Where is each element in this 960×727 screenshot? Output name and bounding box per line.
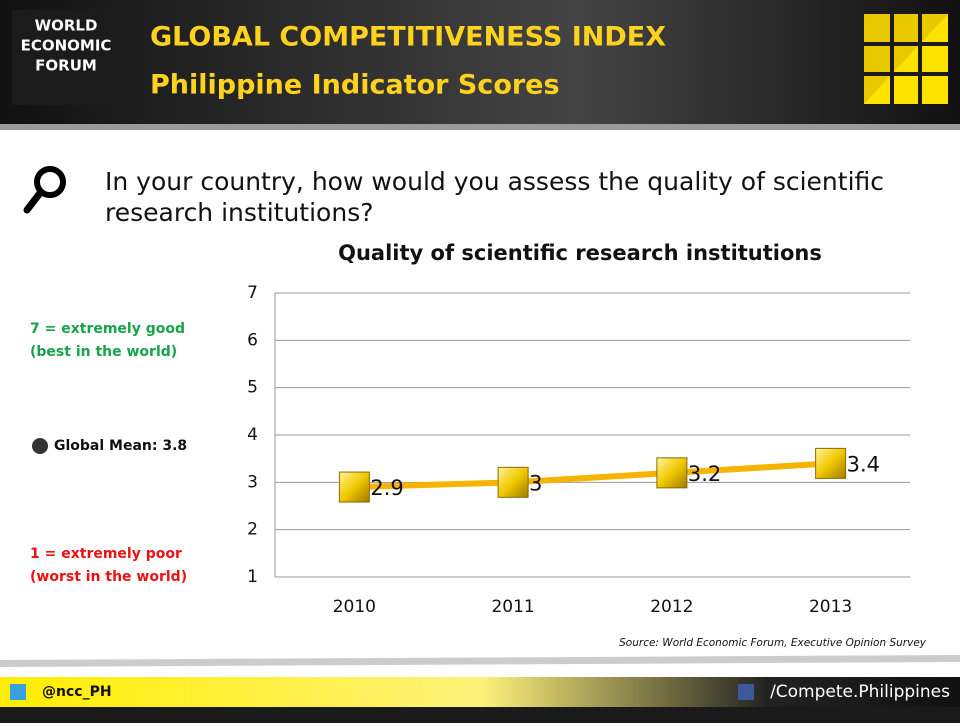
data-label: 3 xyxy=(529,471,542,495)
x-tick-label: 2012 xyxy=(650,597,693,617)
y-tick-label: 3 xyxy=(247,472,258,492)
logo-text: ECONOMIC xyxy=(21,37,112,55)
x-tick-label: 2010 xyxy=(333,597,376,617)
side-label: (worst in the world) xyxy=(30,569,187,585)
logo-grid xyxy=(864,14,948,104)
y-tick-label: 2 xyxy=(247,520,258,540)
source: Source: World Economic Forum, Executive … xyxy=(619,637,927,649)
logo-box xyxy=(12,10,122,105)
footer-rule xyxy=(0,655,960,667)
x-tick-label: 2011 xyxy=(491,597,534,617)
y-tick-label: 6 xyxy=(247,330,258,350)
footer-bar xyxy=(0,677,960,707)
marker xyxy=(338,471,370,503)
footer-twitter: @ncc_PH xyxy=(42,684,112,700)
y-tick-label: 4 xyxy=(247,425,258,445)
data-label: 2.9 xyxy=(370,476,403,500)
series-line xyxy=(354,460,831,491)
y-tick-label: 1 xyxy=(247,567,258,587)
magnifier-icon xyxy=(23,166,66,214)
y-tick-label: 5 xyxy=(247,378,258,398)
y-tick-label: 7 xyxy=(247,283,258,303)
header-title: GLOBAL COMPETITIVENESS INDEX xyxy=(150,22,666,53)
header-bar xyxy=(0,0,960,126)
x-tick-label: 2013 xyxy=(809,597,852,617)
data-label: 3.2 xyxy=(688,462,721,486)
header-subtitle: Philippine Indicator Scores xyxy=(150,70,560,101)
side-label: 1 = extremely poor xyxy=(30,546,182,562)
data-label: 3.4 xyxy=(847,452,880,476)
question: research institutions? xyxy=(105,198,374,227)
marker xyxy=(815,447,847,479)
side-label: Global Mean: 3.8 xyxy=(54,438,187,454)
globe-icon xyxy=(32,438,48,454)
facebook-icon xyxy=(738,684,754,700)
footer-bottom xyxy=(0,707,960,723)
side-label: 7 = extremely good xyxy=(30,321,185,337)
logo-text: WORLD xyxy=(35,17,98,35)
header-rule xyxy=(0,124,960,130)
chart-title: Quality of scientific research instituti… xyxy=(338,241,822,265)
marker xyxy=(497,466,529,498)
marker xyxy=(656,457,688,489)
question: In your country, how would you assess th… xyxy=(105,167,884,196)
footer-facebook: /Compete.Philippines xyxy=(770,682,950,702)
logo-text: FORUM xyxy=(35,57,97,75)
side-label: (best in the world) xyxy=(30,344,177,360)
twitter-icon xyxy=(10,684,26,700)
